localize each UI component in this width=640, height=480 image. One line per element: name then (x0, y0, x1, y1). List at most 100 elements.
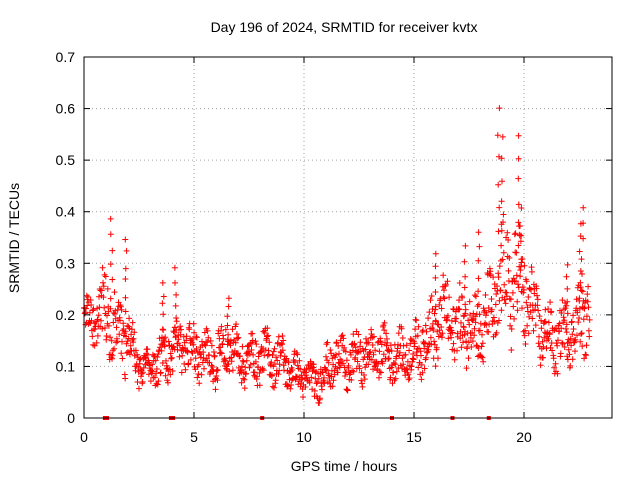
data-point (448, 334, 455, 341)
data-point (366, 349, 373, 356)
data-point (545, 306, 552, 312)
data-point (493, 329, 500, 336)
data-point (119, 355, 126, 362)
data-point (425, 315, 432, 322)
data-point (195, 361, 202, 368)
data-point (579, 343, 586, 350)
data-point (562, 325, 569, 332)
data-point (577, 268, 584, 274)
data-point (117, 317, 123, 324)
data-point (438, 305, 445, 312)
data-point (578, 331, 584, 337)
data-point (508, 326, 515, 332)
data-point (509, 289, 516, 296)
data-point (475, 288, 482, 295)
data-point (378, 341, 385, 348)
data-point (579, 288, 586, 295)
data-point (140, 369, 146, 376)
data-point (564, 310, 571, 317)
data-point (126, 315, 133, 322)
data-point (565, 346, 572, 353)
data-point (576, 248, 583, 255)
data-point (246, 364, 253, 371)
x-axis-label: GPS time / hours (291, 458, 398, 474)
data-point (584, 298, 591, 305)
data-point (539, 338, 546, 345)
data-point (155, 378, 162, 385)
data-point (387, 374, 394, 381)
data-point (101, 304, 108, 311)
data-point (430, 327, 437, 333)
data-point (341, 344, 348, 351)
data-point (352, 354, 359, 361)
data-point (549, 347, 556, 354)
data-point (123, 247, 130, 254)
data-point (332, 351, 339, 358)
data-point (388, 347, 395, 354)
data-point (475, 301, 482, 308)
data-point (418, 361, 425, 368)
data-point (89, 333, 96, 340)
data-point (528, 286, 535, 293)
data-point (90, 306, 97, 313)
y-tick-label: 0 (67, 410, 75, 426)
data-point (367, 348, 374, 355)
data-point (138, 370, 145, 377)
data-point (567, 362, 574, 369)
data-point (160, 293, 167, 300)
data-point (535, 307, 542, 314)
data-point (144, 351, 151, 358)
data-point (159, 360, 166, 366)
data-point (93, 339, 100, 346)
data-point (399, 335, 406, 341)
data-point (410, 351, 417, 357)
data-point (542, 318, 549, 325)
data-point (507, 313, 514, 320)
data-point (508, 347, 515, 353)
data-point (351, 340, 358, 347)
data-point (189, 335, 196, 342)
data-point (538, 317, 544, 324)
data-point (138, 373, 144, 380)
data-point (369, 342, 376, 348)
data-point (127, 342, 134, 349)
data-point (158, 347, 165, 354)
data-point (524, 308, 531, 315)
data-point (163, 357, 169, 364)
data-point (100, 283, 107, 290)
data-point (514, 307, 521, 314)
data-point (515, 155, 522, 162)
data-point (340, 335, 347, 342)
data-point (496, 153, 502, 160)
data-point (118, 306, 125, 313)
data-point (361, 376, 368, 383)
data-point (449, 329, 456, 336)
data-point (473, 293, 479, 300)
data-point (149, 368, 156, 375)
data-point (311, 387, 318, 394)
data-point (173, 315, 180, 321)
data-point (232, 339, 239, 346)
data-point (239, 363, 245, 370)
data-point (498, 221, 505, 228)
data-point (518, 288, 525, 295)
data-point (478, 343, 485, 350)
data-point (378, 369, 384, 376)
data-point (220, 335, 227, 342)
data-point (505, 237, 512, 243)
y-tick-label: 0.1 (56, 358, 76, 374)
data-point (222, 357, 229, 364)
data-point (208, 342, 215, 349)
data-point (555, 337, 561, 344)
data-point (206, 352, 213, 359)
data-point (542, 306, 549, 313)
data-point (362, 346, 369, 353)
data-point (459, 294, 466, 301)
data-point (496, 204, 503, 211)
data-point (200, 349, 207, 356)
data-point (435, 355, 441, 362)
data-point (577, 220, 584, 227)
data-point (370, 351, 377, 358)
data-point (174, 346, 181, 353)
